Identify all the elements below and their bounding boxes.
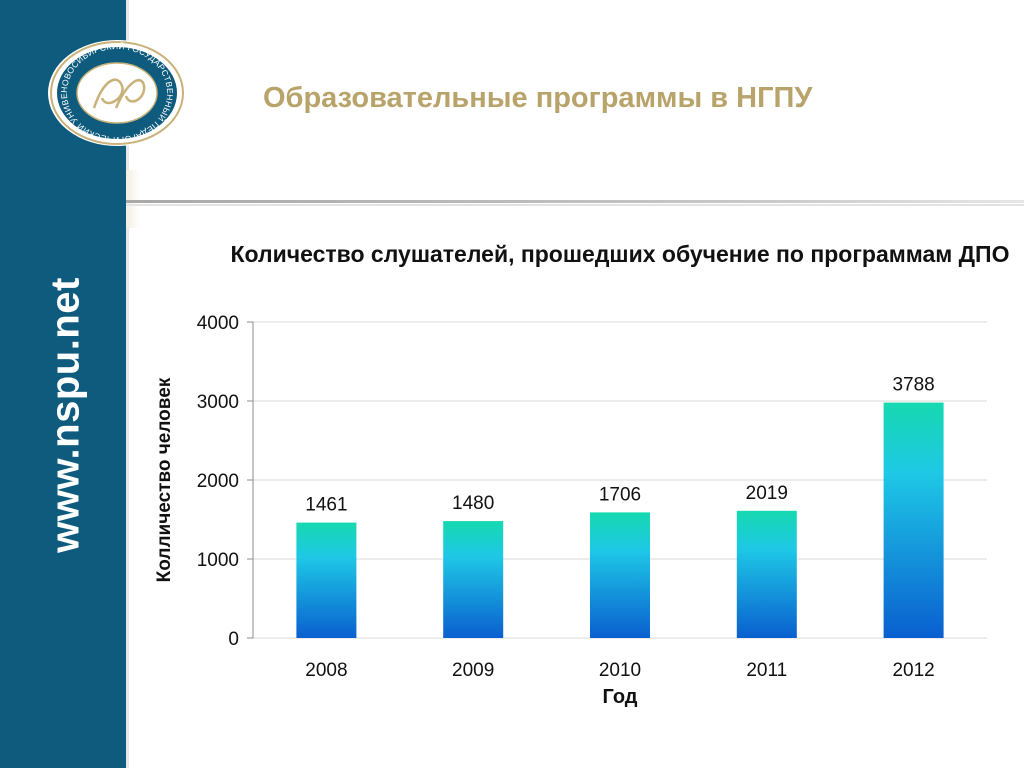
bar-value-label: 1706	[599, 484, 641, 505]
bar	[883, 402, 944, 638]
header-divider	[126, 170, 1024, 228]
x-tick-label: 2011	[746, 660, 787, 681]
x-axis-label: Год	[602, 686, 638, 708]
chart-title: Количество слушателей, прошедших обучени…	[230, 241, 1010, 267]
bar-value-label: 2019	[746, 483, 788, 504]
bar	[443, 521, 504, 638]
bar-value-label: 1480	[452, 493, 494, 514]
y-tick-label: 0	[228, 629, 239, 650]
bar	[590, 512, 650, 638]
y-tick-label: 3000	[197, 392, 239, 413]
bar	[296, 522, 357, 638]
bar-value-label: 1461	[305, 495, 347, 516]
x-tick-label: 2012	[892, 660, 934, 681]
y-tick-label: 2000	[197, 471, 239, 492]
x-tick-label: 2008	[305, 660, 347, 681]
slide-title: Образовательные программы в НГПУ	[263, 82, 813, 114]
y-tick-label: 1000	[197, 550, 239, 571]
bar-value-label: 3788	[892, 375, 934, 396]
x-tick-label: 2010	[599, 660, 641, 681]
sidebar-edge	[126, 0, 129, 768]
bar	[736, 510, 797, 638]
x-tick-label: 2009	[452, 660, 494, 681]
university-logo-icon: НОВОСИБИРСКИЙ ГОСУДАРСТВЕННЫЙ ПЕДАГОГИЧЕ…	[46, 38, 186, 146]
y-tick-label: 4000	[197, 313, 239, 334]
